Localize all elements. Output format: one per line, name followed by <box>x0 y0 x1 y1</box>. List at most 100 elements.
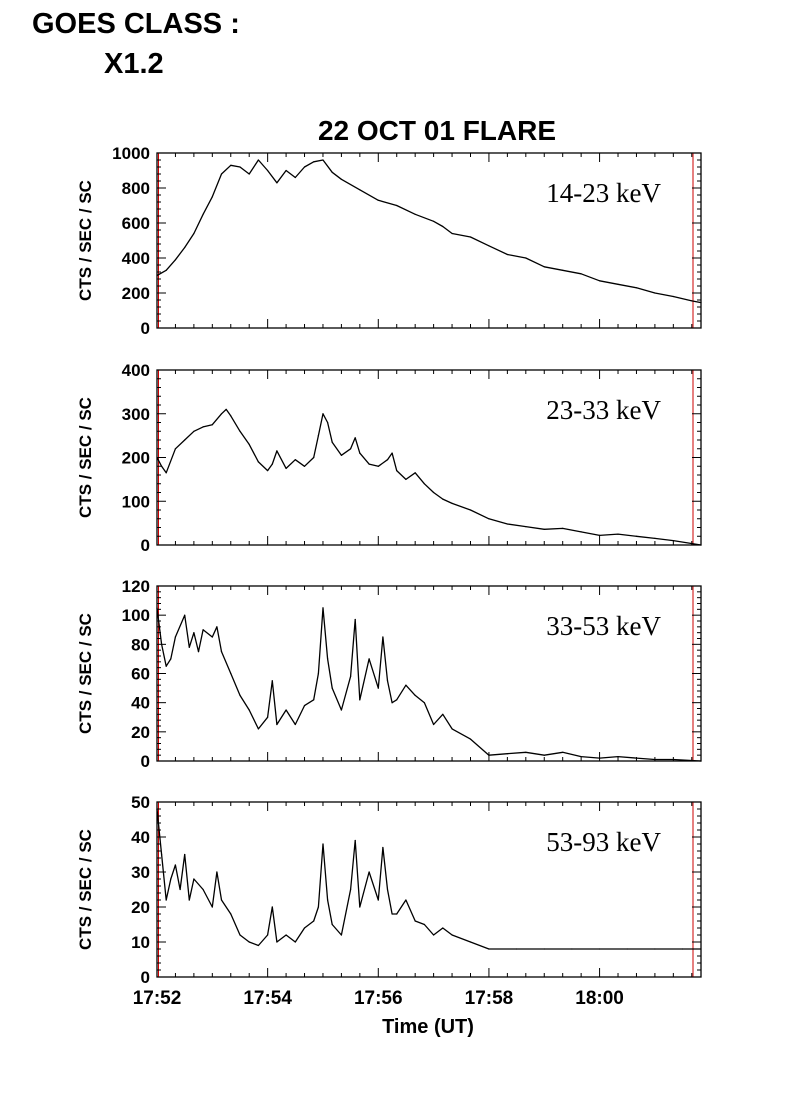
goes-class-label: GOES CLASS : <box>32 8 240 40</box>
data-point <box>174 864 176 866</box>
plot-frame <box>156 801 702 978</box>
data-point <box>654 537 656 540</box>
data-point <box>271 906 273 908</box>
data-point <box>170 658 172 660</box>
data-point <box>377 199 379 201</box>
data-point <box>350 448 352 450</box>
data-point <box>327 421 329 424</box>
data-point <box>174 259 176 261</box>
data-point <box>294 459 296 461</box>
data-point <box>580 531 582 533</box>
data-point <box>405 899 407 901</box>
data-point <box>654 948 656 950</box>
data-point <box>184 246 186 249</box>
data-point <box>257 728 259 730</box>
y-tick-label: 60 <box>131 665 150 684</box>
data-point <box>303 705 306 707</box>
data-point <box>396 699 398 701</box>
data-point <box>377 465 379 467</box>
data-point <box>156 808 158 810</box>
data-point <box>220 413 223 415</box>
data-point <box>285 467 287 469</box>
data-point <box>377 687 379 689</box>
data-point <box>543 948 545 950</box>
data-point <box>294 941 296 943</box>
data-point <box>562 751 564 753</box>
data-point <box>700 760 702 762</box>
data-point <box>488 518 490 520</box>
series-line <box>156 408 702 546</box>
data-point <box>211 424 213 426</box>
data-point <box>340 709 342 711</box>
data-point <box>359 452 361 454</box>
data-point <box>635 287 638 289</box>
y-tick-label: 120 <box>122 577 150 596</box>
data-point <box>599 280 601 282</box>
data-point <box>654 292 656 294</box>
data-point <box>442 927 444 929</box>
data-point <box>543 528 545 530</box>
data-point <box>170 878 172 880</box>
data-point <box>354 839 356 842</box>
data-point <box>516 948 518 950</box>
data-point <box>442 498 444 500</box>
data-point <box>506 523 508 525</box>
y-tick-label: 200 <box>122 284 150 303</box>
y-tick-label: 30 <box>131 863 150 882</box>
data-point <box>230 164 232 166</box>
data-point <box>239 430 241 432</box>
data-point <box>285 169 287 172</box>
data-point <box>313 920 315 922</box>
data-point <box>230 913 232 915</box>
data-point <box>442 225 444 228</box>
data-point <box>350 888 352 891</box>
data-point <box>382 846 384 849</box>
data-point <box>654 758 656 761</box>
y-tick-label: 10 <box>131 933 150 952</box>
data-point <box>469 509 472 511</box>
data-point <box>525 751 527 753</box>
y-tick-label: 40 <box>131 828 150 847</box>
data-point <box>488 245 490 247</box>
y-tick-label: 50 <box>131 793 150 812</box>
data-point <box>211 906 213 908</box>
data-point <box>267 934 269 936</box>
data-point <box>197 651 200 653</box>
data-point <box>423 483 425 485</box>
data-point <box>414 694 416 697</box>
data-point <box>382 636 384 638</box>
data-point <box>165 899 167 901</box>
data-point <box>617 283 619 285</box>
data-point <box>193 878 195 880</box>
data-point <box>488 754 490 756</box>
data-point <box>248 709 250 711</box>
panel-2: 0 100 200 300 400 CTS / SEC / SC 23-33 keV <box>76 361 702 555</box>
data-point <box>617 756 619 758</box>
series-line <box>156 808 701 950</box>
energy-band-label: 53-93 keV <box>546 827 661 857</box>
data-point <box>225 408 227 410</box>
y-tick-label: 400 <box>122 249 150 268</box>
y-axis-label: CTS / SEC / SC <box>76 613 95 734</box>
data-point <box>359 189 361 191</box>
series-line <box>156 159 702 304</box>
y-tick-label: 1000 <box>112 144 150 163</box>
data-point <box>193 632 195 634</box>
y-axis-label: CTS / SEC / SC <box>76 829 95 950</box>
data-point <box>682 948 684 950</box>
data-point <box>276 450 278 452</box>
data-point <box>317 672 319 675</box>
data-point <box>562 269 564 271</box>
data-point <box>239 694 241 697</box>
x-tick-label: 17:54 <box>243 988 292 1009</box>
data-point <box>377 899 379 901</box>
data-point <box>391 452 393 454</box>
y-tick-label: 600 <box>122 214 150 233</box>
data-point <box>285 709 287 711</box>
data-point <box>156 274 158 277</box>
data-point <box>617 533 619 535</box>
panel-4: 0 10 20 30 40 50 CTS / SEC / SC 53-93 keV 17:52 1… <box>76 793 702 1038</box>
data-point <box>451 728 453 730</box>
data-point <box>469 941 472 943</box>
data-point <box>271 680 273 682</box>
